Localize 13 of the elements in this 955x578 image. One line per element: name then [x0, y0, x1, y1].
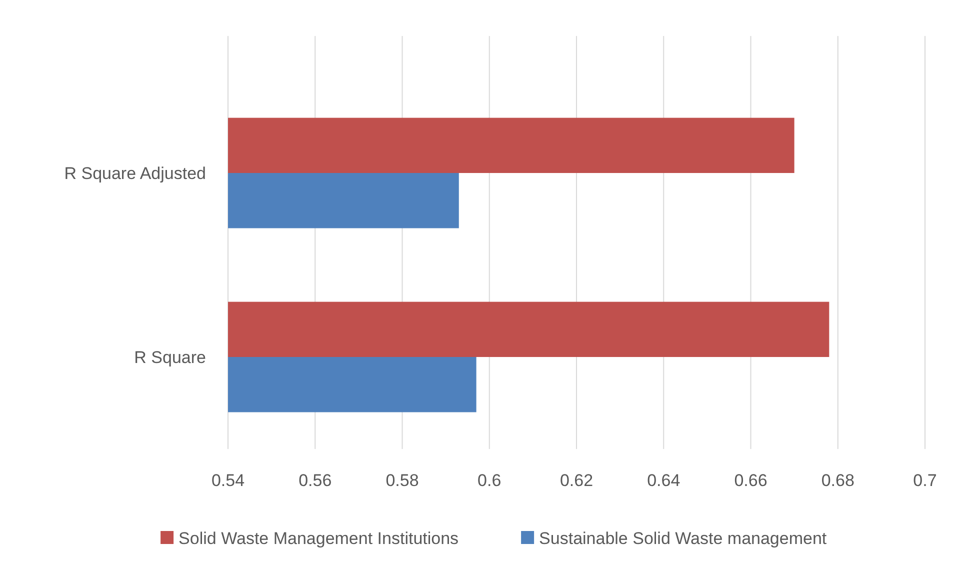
- x-tick-label: 0.56: [298, 471, 332, 490]
- x-tick-label: 0.6: [478, 471, 502, 490]
- y-tick-label: R Square Adjusted: [64, 164, 206, 183]
- x-tick-label: 0.68: [821, 471, 854, 490]
- legend-label: Solid Waste Management Institutions: [178, 529, 459, 548]
- x-tick-label: 0.62: [560, 471, 594, 490]
- x-tick-label: 0.64: [647, 471, 680, 490]
- x-tick-label: 0.66: [734, 471, 768, 490]
- legend-label: Sustainable Solid Waste management: [539, 529, 827, 548]
- x-tick-label: 0.58: [386, 471, 419, 490]
- x-tick-label: 0.54: [211, 471, 245, 490]
- x-tick-label: 0.7: [913, 471, 937, 490]
- y-tick-label: R Square: [134, 348, 206, 367]
